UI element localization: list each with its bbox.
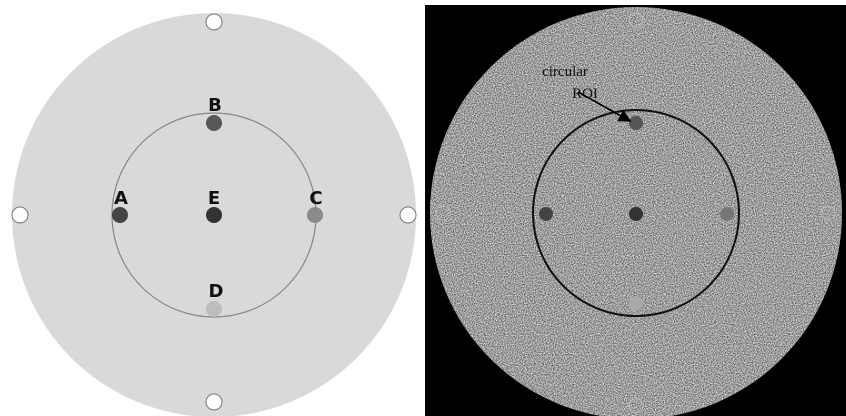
annotation-line2: ROI [572, 86, 598, 102]
page: B A E C D circular ROI (() => { const da… [0, 0, 846, 416]
insert-e [206, 207, 222, 223]
insert-b [206, 115, 222, 131]
ct-insert [629, 116, 643, 130]
label-a: A [114, 188, 128, 209]
marker-hole [12, 207, 28, 223]
marker-hole [206, 14, 222, 30]
label-d: D [209, 281, 224, 302]
ct-insert [539, 207, 553, 221]
insert-d [206, 301, 222, 317]
label-c: C [309, 188, 322, 209]
annotation-line1: circular [542, 64, 588, 80]
marker-hole [206, 394, 222, 410]
figure: B A E C D circular ROI [0, 0, 846, 416]
marker-hole [400, 207, 416, 223]
ct-insert [629, 296, 643, 310]
insert-a [112, 207, 128, 223]
label-e: E [208, 188, 220, 209]
label-b: B [208, 95, 222, 116]
insert-c [307, 207, 323, 223]
ct-image: circular ROI [425, 5, 846, 416]
schematic-phantom: B A E C D [12, 13, 416, 416]
ct-insert [720, 207, 734, 221]
ct-insert [629, 207, 643, 221]
